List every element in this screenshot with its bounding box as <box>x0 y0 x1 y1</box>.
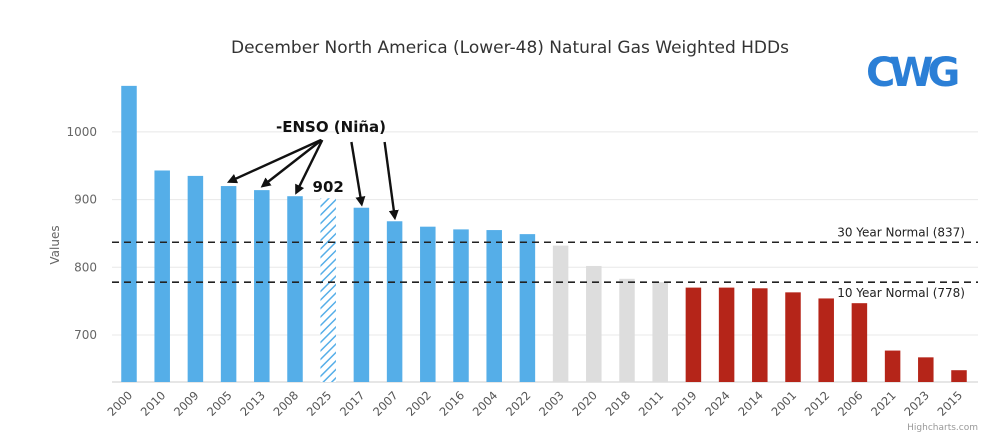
y-axis-ticks: 700 800 900 1000 <box>66 125 97 342</box>
reference-line-label-778: 10 Year Normal (778) <box>837 286 965 300</box>
enso-annotation-label: -ENSO (Niña) <box>276 118 386 136</box>
bar-2013 <box>254 190 270 382</box>
x-tick-label-2009: 2009 <box>171 388 202 419</box>
bar-2007 <box>386 221 403 382</box>
reference-lines: 30 Year Normal (837) 10 Year Normal (778) <box>112 225 978 300</box>
bar-2009 <box>187 175 204 382</box>
bar-2019 <box>685 287 702 382</box>
bar-2025 <box>320 198 336 382</box>
x-tick-label-2013: 2013 <box>237 388 268 419</box>
x-tick-label-2017: 2017 <box>337 388 368 419</box>
x-tick-label-2018: 2018 <box>603 388 634 419</box>
x-tick-label-2001: 2001 <box>769 388 800 419</box>
y-axis-label: Values <box>48 225 62 264</box>
bar-2020 <box>586 265 602 382</box>
bar-2001 <box>785 292 801 382</box>
x-tick-label-2010: 2010 <box>138 388 169 419</box>
bar-2004 <box>486 230 502 382</box>
bar-2000 <box>121 85 137 382</box>
enso-arrow-2017 <box>350 141 366 207</box>
enso-arrow-2008 <box>295 139 324 195</box>
x-tick-label-2024: 2024 <box>702 388 733 419</box>
reference-line-label-837: 30 Year Normal (837) <box>837 225 965 239</box>
bar-2024 <box>718 287 735 382</box>
bar-2016 <box>453 229 469 382</box>
bar-2010 <box>154 170 170 382</box>
bar-2002 <box>420 226 436 382</box>
y-tick-label-800: 800 <box>74 260 97 274</box>
y-tick-label-700: 700 <box>74 328 97 342</box>
bar-2011 <box>652 282 668 382</box>
x-tick-label-2004: 2004 <box>470 388 501 419</box>
x-tick-label-2011: 2011 <box>636 388 667 419</box>
x-tick-label-2016: 2016 <box>437 388 468 419</box>
highlight-value-label: 902 <box>313 178 344 196</box>
x-axis-ticks: 2000 2010 2009 2005 2013 2008 2025 2017 2007 2002… <box>105 388 966 419</box>
bars <box>121 85 967 382</box>
x-tick-label-2003: 2003 <box>536 388 567 419</box>
bar-2003 <box>552 245 569 382</box>
x-tick-label-2022: 2022 <box>503 388 534 419</box>
cwg-logo: CWG <box>866 50 963 96</box>
y-tick-label-1000: 1000 <box>66 125 97 139</box>
chart-title: December North America (Lower-48) Natura… <box>231 38 789 58</box>
bar-2014 <box>752 288 768 382</box>
x-tick-label-2019: 2019 <box>669 388 700 419</box>
x-tick-label-2014: 2014 <box>735 388 766 419</box>
enso-arrow-2013 <box>260 139 323 188</box>
bar-2022 <box>519 234 536 382</box>
x-tick-label-2006: 2006 <box>835 388 866 419</box>
y-tick-label-900: 900 <box>74 193 97 207</box>
bar-2023 <box>918 357 934 382</box>
x-tick-label-2020: 2020 <box>569 388 600 419</box>
chart-credit: Highcharts.com <box>907 423 978 433</box>
bar-2012 <box>818 298 834 382</box>
gridlines <box>112 131 978 383</box>
x-tick-label-2005: 2005 <box>204 388 235 419</box>
bar-2018 <box>619 278 635 382</box>
annotations: -ENSO (Niña) 902 <box>226 118 399 221</box>
enso-arrow-2007 <box>383 141 399 221</box>
x-tick-label-2023: 2023 <box>901 388 932 419</box>
bar-2021 <box>884 350 901 382</box>
x-tick-label-2025: 2025 <box>304 388 335 419</box>
x-tick-label-2008: 2008 <box>271 388 302 419</box>
x-tick-label-2015: 2015 <box>935 388 966 419</box>
x-tick-label-2000: 2000 <box>105 388 136 419</box>
cwg-logo-text: CWG <box>866 50 957 96</box>
bar-2005 <box>220 186 237 382</box>
x-tick-label-2007: 2007 <box>370 388 401 419</box>
bar-2006 <box>851 303 868 382</box>
x-tick-label-2012: 2012 <box>802 388 833 419</box>
x-tick-label-2002: 2002 <box>403 388 434 419</box>
bar-2008 <box>287 196 303 382</box>
bar-2015 <box>951 370 967 382</box>
bar-2017 <box>353 207 370 382</box>
enso-arrow-2005 <box>226 138 322 184</box>
x-tick-label-2021: 2021 <box>868 388 899 419</box>
